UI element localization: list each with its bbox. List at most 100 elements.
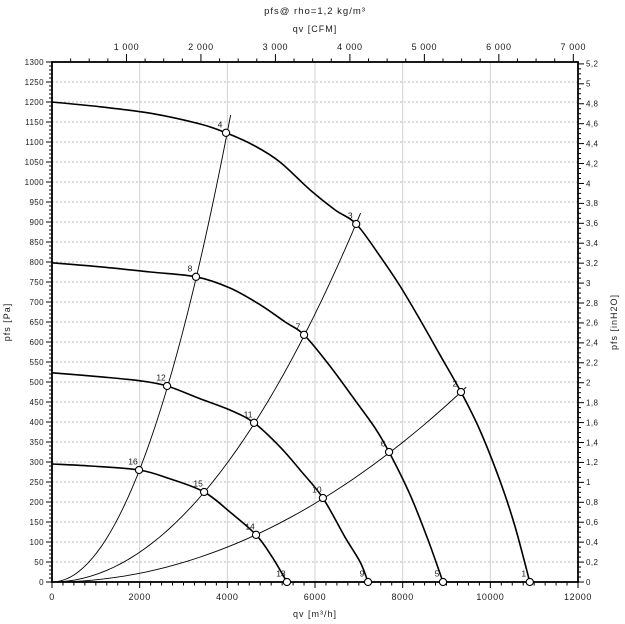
right-tick-label: 4,4: [586, 139, 598, 148]
bottom-tick-label: 4000: [216, 592, 238, 602]
bottom-tick-label: 2000: [128, 592, 150, 602]
operating-point-12: [162, 381, 172, 391]
operating-point-label-12: 12: [156, 373, 166, 383]
left-tick-label: 450: [29, 398, 44, 407]
right-tick-label: 4,8: [586, 100, 598, 109]
operating-point-1: [525, 577, 534, 587]
left-tick-label: 150: [29, 518, 44, 527]
right-tick-label: 1,4: [586, 438, 598, 447]
fan-speed-curves: [51, 101, 531, 583]
operating-point-label-15: 15: [193, 479, 203, 489]
operating-point-label-11: 11: [244, 409, 253, 419]
plot-frame: [51, 61, 579, 583]
top-tick-label: 7 000: [561, 42, 587, 52]
chart-title: pfs@ rho=1,2 kg/m³: [264, 6, 366, 17]
right-tick-label: 5: [586, 80, 591, 89]
left-tick-label: 1000: [25, 178, 45, 187]
right-tick-label: 0,8: [586, 498, 598, 507]
right-tick-label: 4: [586, 179, 591, 188]
operating-point-4: [221, 128, 231, 137]
left-tick-label: 950: [29, 198, 44, 207]
operating-point-14: [251, 530, 261, 539]
operating-point-label-10: 10: [312, 485, 322, 495]
left-tick-label: 0: [39, 578, 44, 587]
operating-point-15: [199, 487, 209, 497]
operating-point-13: [282, 577, 292, 587]
right-tick-label: 1: [586, 478, 591, 487]
left-tick-label: 1200: [25, 98, 45, 107]
left-tick-label: 250: [29, 478, 44, 487]
left-tick-label: 1050: [25, 158, 45, 167]
right-tick-label: 3,8: [586, 199, 598, 208]
left-tick-label: 500: [29, 378, 44, 387]
left-tick-label: 350: [29, 438, 44, 447]
right-tick-label: 2: [586, 379, 591, 388]
operating-point-5: [438, 577, 448, 587]
bottom-tick-label: 8000: [391, 592, 413, 602]
top-tick-label: 6 000: [486, 42, 512, 52]
bottom-tick-label: 0: [49, 592, 55, 602]
left-tick-label: 750: [29, 278, 44, 287]
top-tick-label: 2 000: [188, 42, 214, 52]
operating-point-3: [352, 219, 361, 229]
left-tick-label: 650: [29, 318, 44, 327]
left-tick-label: 600: [29, 338, 44, 347]
operating-point-9: [363, 577, 373, 587]
left-tick-label: 550: [29, 358, 44, 367]
operating-point-label-16: 16: [128, 457, 138, 467]
right-tick-label: 2,4: [586, 339, 598, 348]
right-tick-label: 4,6: [586, 119, 598, 128]
top-tick-label: 1 000: [114, 42, 140, 52]
left-tick-label: 1250: [25, 78, 45, 87]
right-tick-label: 4,2: [586, 159, 598, 168]
right-tick-label: 2,6: [586, 319, 598, 328]
operating-point-label-6: 6: [381, 439, 386, 449]
operating-point-label-1: 1: [521, 569, 526, 579]
left-tick-label: 900: [29, 218, 44, 227]
left-tick-label: 800: [29, 258, 44, 267]
speed-curve-3: [51, 372, 369, 583]
right-tick-label: 3,6: [586, 219, 598, 228]
right-tick-label: 1,8: [586, 398, 598, 407]
bottom-tick-label: 6000: [304, 592, 326, 602]
right-tick-label: 3: [586, 279, 591, 288]
operating-point-16: [134, 465, 144, 475]
bottom-tick-label: 10000: [476, 592, 504, 602]
right-tick-label: 1,2: [586, 458, 598, 467]
top-tick-label: 3 000: [263, 42, 289, 52]
right-tick-label: 0,6: [586, 518, 598, 527]
operating-point-label-4: 4: [218, 119, 223, 129]
right-tick-label: 1,6: [586, 418, 598, 427]
right-tick-label: 5,2: [586, 60, 598, 69]
operating-point-label-7: 7: [296, 321, 301, 331]
left-axis-label: pfs [Pa]: [2, 303, 12, 342]
plot-border: [51, 61, 579, 583]
operating-point-2: [456, 387, 466, 397]
operating-point-10: [318, 493, 328, 503]
left-tick-label: 1100: [25, 138, 44, 147]
right-tick-label: 0,4: [586, 538, 598, 547]
top-tick-label: 4 000: [337, 42, 363, 52]
top-axis-label: qv [CFM]: [293, 24, 338, 34]
operating-point-7: [299, 330, 309, 339]
top-tick-label: 5 000: [412, 42, 438, 52]
operating-point-label-9: 9: [360, 569, 365, 579]
right-tick-label: 2,8: [586, 299, 598, 308]
left-tick-label: 700: [29, 298, 44, 307]
operating-point-label-2: 2: [453, 379, 458, 389]
operating-point-label-5: 5: [435, 569, 440, 579]
left-tick-label: 1300: [25, 58, 45, 67]
operating-point-label-14: 14: [245, 521, 255, 531]
right-tick-label: 0: [586, 578, 591, 587]
left-tick-label: 400: [29, 418, 44, 427]
system-resistance-lines: [51, 114, 467, 583]
operating-point-6: [384, 447, 394, 457]
left-tick-label: 850: [29, 238, 44, 247]
right-tick-label: 3,4: [586, 239, 598, 248]
operating-point-label-8: 8: [188, 263, 193, 273]
system-line-1: [51, 114, 232, 583]
